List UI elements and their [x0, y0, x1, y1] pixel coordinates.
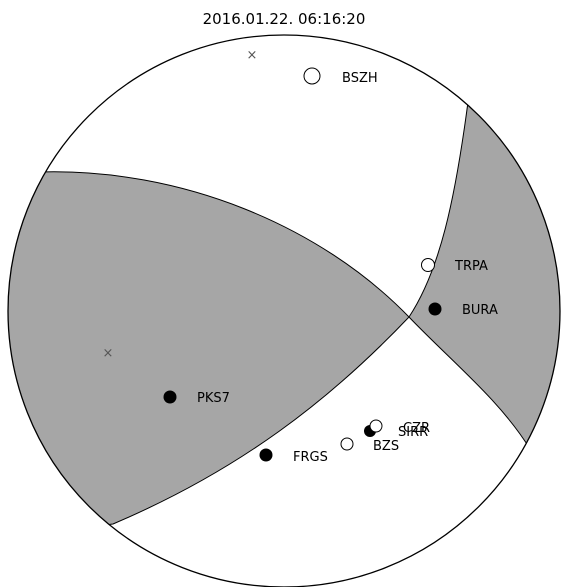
axis-markers: × × [103, 48, 258, 361]
station-label: BZS [373, 439, 399, 454]
beachball [7, 34, 561, 587]
t-axis-marker: × [247, 48, 258, 63]
station-marker [428, 302, 442, 316]
stations: BSZH TRPA BURA PKS7 FRGS BZS SIRR CZR [163, 67, 498, 465]
beachball-outline [7, 34, 561, 587]
station-marker [421, 258, 435, 272]
p-axis-marker: × [103, 346, 114, 361]
station-label: CZR [403, 421, 430, 436]
station-label: FRGS [293, 450, 328, 465]
station-label: PKS7 [197, 391, 230, 406]
station-marker [303, 67, 321, 85]
station-label: SIRR [398, 425, 428, 440]
station-label: BSZH [342, 71, 378, 86]
station-label: BURA [462, 303, 498, 318]
station-marker [259, 448, 273, 462]
station-marker [340, 437, 354, 451]
event-title: 2016.01.22. 06:16:20 [203, 10, 366, 28]
station-marker [163, 390, 177, 404]
station-marker [369, 419, 383, 433]
station-label: TRPA [454, 259, 488, 274]
